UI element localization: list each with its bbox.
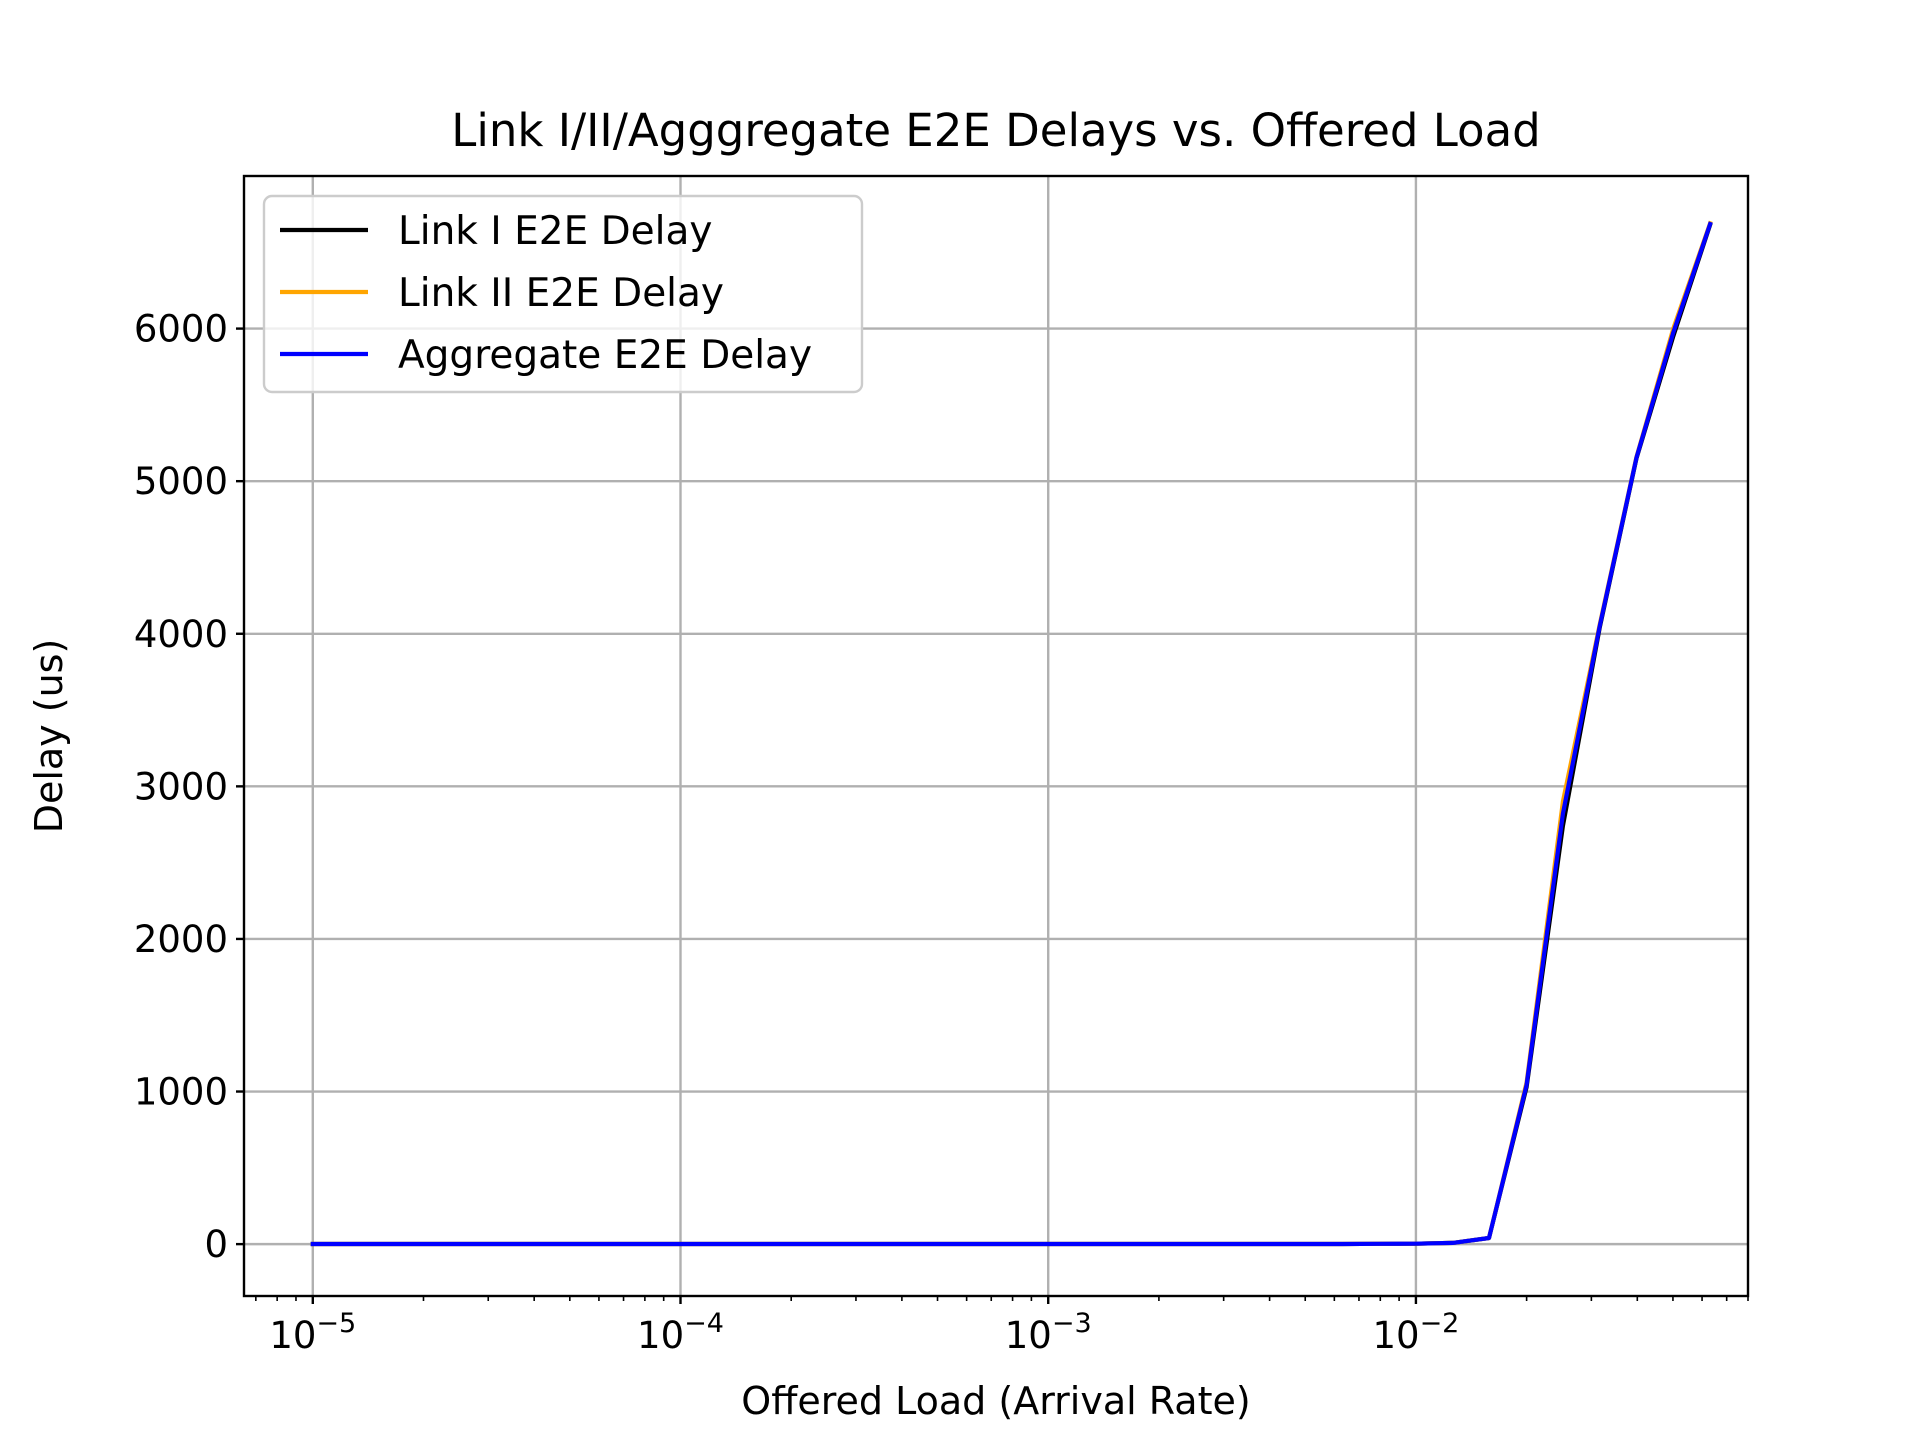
- x-tick-label: 10−3: [1005, 1308, 1092, 1357]
- x-tick-exponent: −5: [316, 1308, 356, 1339]
- x-tick-base: 10: [1005, 1314, 1052, 1357]
- x-axis-label: Offered Load (Arrival Rate): [741, 1379, 1250, 1423]
- y-axis-label: Delay (us): [27, 639, 71, 834]
- y-tick-label: 6000: [134, 308, 228, 351]
- chart-title: Link I/II/Agggregate E2E Delays vs. Offe…: [451, 104, 1540, 157]
- legend-label: Link II E2E Delay: [398, 271, 724, 316]
- y-tick-label: 1000: [134, 1071, 228, 1114]
- plot-frame: [242, 174, 1750, 1298]
- x-tick-exponent: −3: [1052, 1308, 1092, 1339]
- y-tick-label: 4000: [134, 613, 228, 656]
- y-tick-label: 0: [204, 1223, 228, 1266]
- legend-label: Aggregate E2E Delay: [398, 333, 812, 378]
- x-tick-label: 10−2: [1372, 1308, 1459, 1357]
- series-line: [310, 221, 1713, 1247]
- x-tick-exponent: −4: [684, 1308, 724, 1339]
- data-series: [310, 220, 1713, 1247]
- legend: Link I E2E Delay Link II E2E Delay Aggrega…: [262, 194, 864, 394]
- x-tick-label: 10−4: [637, 1308, 724, 1357]
- x-tick-base: 10: [637, 1314, 684, 1357]
- y-tick-label: 2000: [134, 918, 228, 961]
- legend-box: [262, 194, 864, 394]
- legend-label: Link I E2E Delay: [398, 209, 713, 254]
- y-tick-label: 3000: [134, 765, 228, 808]
- x-tick-exponent: −2: [1420, 1308, 1460, 1339]
- x-tick-base: 10: [1372, 1314, 1419, 1357]
- y-tick-label: 5000: [134, 460, 228, 503]
- x-tick-base: 10: [269, 1314, 316, 1357]
- x-tick-label: 10−5: [269, 1308, 356, 1357]
